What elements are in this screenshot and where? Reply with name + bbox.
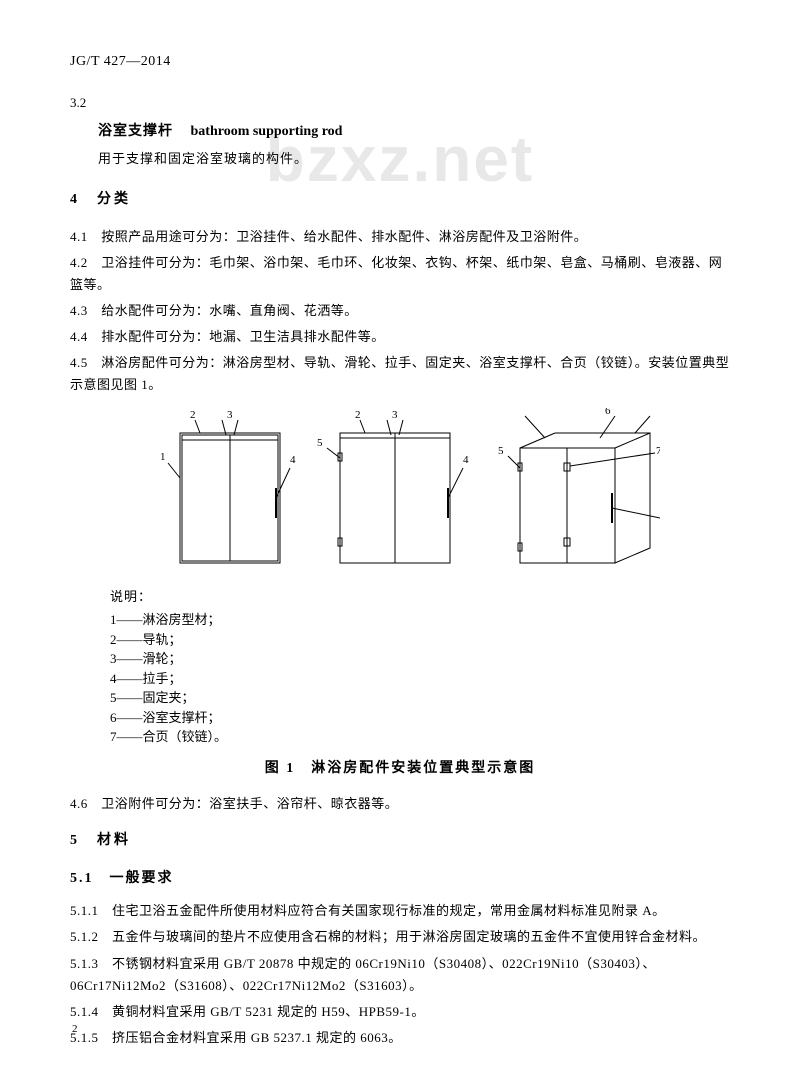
- clause-5-1-1: 5.1.1 住宅卫浴五金配件所使用材料应符合有关国家现行标准的规定，常用金属材料…: [70, 900, 730, 922]
- term-definition: 用于支撑和固定浴室玻璃的构件。: [98, 148, 730, 170]
- svg-text:6: 6: [605, 408, 611, 417]
- clause-4-6: 4.6 卫浴附件可分为：浴室扶手、浴帘杆、晾衣器等。: [70, 793, 730, 815]
- clause-5-1-2: 5.1.2 五金件与玻璃间的垫片不应使用含石棉的材料；用于淋浴房固定玻璃的五金件…: [70, 926, 730, 948]
- svg-text:5: 5: [498, 445, 504, 457]
- clause-5-1-3: 5.1.3 不锈钢材料宜采用 GB/T 20878 中规定的 06Cr19Ni1…: [70, 953, 730, 997]
- clause-5-1-4: 5.1.4 黄铜材料宜采用 GB/T 5231 规定的 H59、HPB59-1。: [70, 1001, 730, 1023]
- section-4-head: 4 分类: [70, 188, 730, 212]
- svg-text:4: 4: [290, 454, 296, 466]
- figure-1-diagram: 1 2 3 4: [70, 408, 730, 578]
- svg-text:4: 4: [463, 454, 469, 466]
- clause-4-5: 4.5 淋浴房配件可分为：淋浴房型材、导轨、滑轮、拉手、固定夹、浴室支撑杆、合页…: [70, 352, 730, 396]
- clause-4-4: 4.4 排水配件可分为：地漏、卫生洁具排水配件等。: [70, 326, 730, 348]
- legend-item-7: 7——合页（铰链）。: [110, 727, 730, 747]
- legend-item-4: 4——拉手；: [110, 669, 730, 689]
- svg-text:1: 1: [160, 451, 166, 463]
- legend-item-2: 2——导轨；: [110, 630, 730, 650]
- svg-text:5: 5: [317, 437, 323, 449]
- legend-item-1: 1——淋浴房型材；: [110, 610, 730, 630]
- svg-text:3: 3: [227, 409, 233, 421]
- term-en: bathroom supporting rod: [191, 124, 343, 139]
- section-5-head: 5 材料: [70, 829, 730, 853]
- legend-title: 说明：: [110, 586, 730, 608]
- document-code: JG/T 427—2014: [70, 50, 730, 74]
- figure-1-caption: 图 1 淋浴房配件安装位置典型示意图: [70, 757, 730, 781]
- clause-4-2: 4.2 卫浴挂件可分为：毛巾架、浴巾架、毛巾环、化妆架、衣钩、杯架、纸巾架、皂盒…: [70, 252, 730, 296]
- term-line: 浴室支撑杆 bathroom supporting rod: [98, 120, 730, 144]
- legend-item-3: 3——滑轮；: [110, 649, 730, 669]
- svg-text:2: 2: [355, 409, 361, 421]
- clause-4-1: 4.1 按照产品用途可分为：卫浴挂件、给水配件、排水配件、淋浴房配件及卫浴附件。: [70, 226, 730, 248]
- legend-item-5: 5——固定夹；: [110, 688, 730, 708]
- svg-text:2: 2: [190, 409, 196, 421]
- legend-item-6: 6——浴室支撑杆；: [110, 708, 730, 728]
- term-zh: 浴室支撑杆: [98, 124, 173, 139]
- page-content: JG/T 427—2014 3.2 浴室支撑杆 bathroom support…: [70, 50, 730, 1049]
- clause-5-1-5: 5.1.5 挤压铝合金材料宜采用 GB 5237.1 规定的 6063。: [70, 1027, 730, 1049]
- section-5-1-head: 5.1 一般要求: [70, 867, 730, 891]
- clause-32-num: 3.2: [70, 92, 730, 114]
- svg-text:7: 7: [656, 445, 660, 457]
- figure-1-legend: 说明： 1——淋浴房型材； 2——导轨； 3——滑轮； 4——拉手； 5——固定…: [110, 586, 730, 747]
- svg-text:3: 3: [392, 409, 398, 421]
- clause-4-3: 4.3 给水配件可分为：水嘴、直角阀、花洒等。: [70, 300, 730, 322]
